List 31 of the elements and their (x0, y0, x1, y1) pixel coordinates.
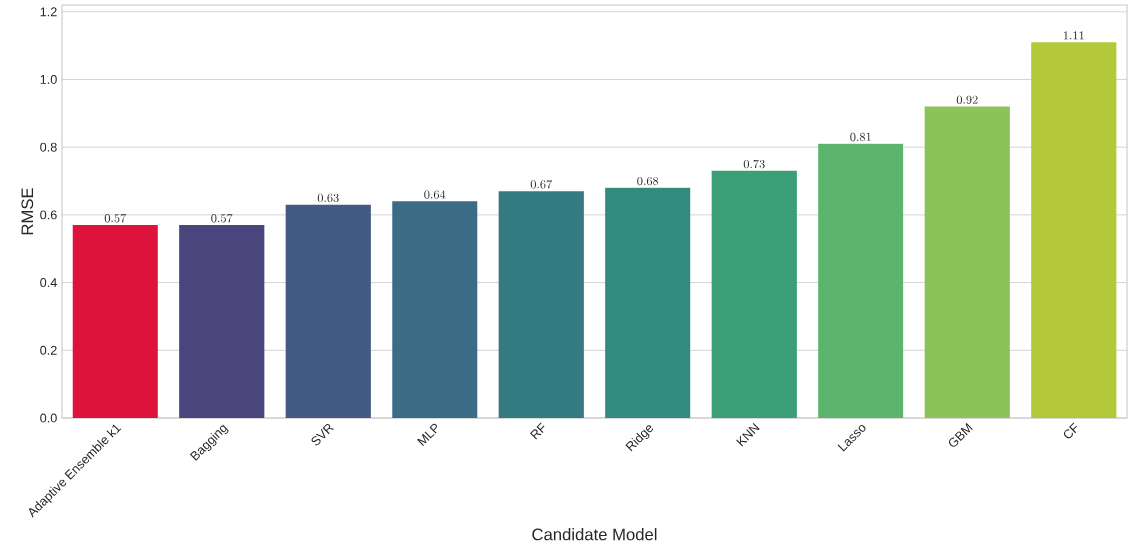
y-tick-label: 0.0 (40, 413, 57, 423)
data-label: 0.67 (530, 180, 553, 189)
data-label: 0.92 (956, 95, 978, 104)
y-tick-label: 0.8 (40, 142, 57, 152)
data-label: 0.57 (104, 213, 127, 223)
y-tick-label: 0.6 (40, 210, 57, 220)
data-label: 1 . 11 (1063, 31, 1084, 40)
data-label: 0.73 (743, 159, 765, 169)
data-label: 0.57 (211, 213, 233, 223)
x-tick-label: CF (1063, 422, 1078, 439)
bar (711, 170, 797, 418)
bar (392, 201, 478, 418)
bar (605, 187, 691, 418)
y-tick-label: 1.2 (40, 7, 57, 17)
y-tick-label: 0.4 (40, 278, 57, 288)
y-axis-title: RMSE (21, 188, 34, 235)
x-axis-title: Candidate Model (532, 528, 657, 541)
data-label: 0.64 (424, 190, 446, 199)
bar (179, 225, 265, 418)
y-tick-label: 0.2 (40, 345, 57, 355)
data-label: 0.68 (637, 176, 659, 186)
bar (285, 204, 371, 418)
data-label: 0.81 (850, 132, 871, 142)
data-label: 0.63 (317, 193, 339, 203)
bar (818, 143, 904, 418)
y-tick-label: 1.0 (40, 74, 57, 84)
x-tick-label: RF (530, 422, 545, 440)
bar (498, 191, 584, 418)
bar (1031, 42, 1117, 418)
bar (72, 225, 158, 418)
bar (924, 106, 1010, 418)
